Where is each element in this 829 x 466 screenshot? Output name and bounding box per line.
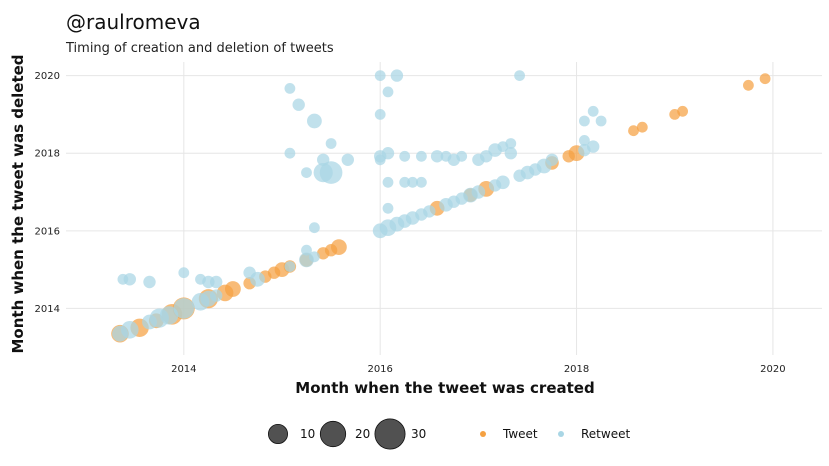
retweet-point: [399, 176, 411, 188]
legend-tweet-label: Tweet: [502, 427, 538, 441]
color-legend: Tweet Retweet: [480, 427, 630, 441]
tweet-point: [331, 239, 347, 256]
retweet-point: [514, 70, 525, 81]
series-retweet: [112, 69, 607, 342]
legend-retweet-label: Retweet: [581, 427, 630, 441]
retweet-point: [301, 244, 312, 256]
y-tick-label: 2020: [35, 71, 60, 82]
x-axis-title: Month when the tweet was created: [295, 379, 594, 397]
retweet-point: [284, 83, 296, 94]
retweet-point: [284, 147, 296, 159]
y-tick-label: 2016: [35, 226, 60, 237]
size-legend-circle: [319, 420, 347, 448]
retweet-point: [210, 289, 223, 302]
retweet-point: [309, 251, 320, 263]
y-tick-label: 2014: [35, 304, 60, 315]
size-legend-label: 10: [300, 427, 315, 441]
chart-subtitle: Timing of creation and deletion of tweet…: [65, 41, 334, 56]
retweet-point: [399, 150, 411, 162]
retweet-point: [390, 69, 404, 82]
size-legend: 10 20 30: [267, 418, 426, 450]
retweet-point: [407, 176, 418, 188]
retweet-point: [121, 321, 139, 339]
size-legend-label: 30: [411, 427, 426, 441]
retweet-point: [416, 176, 427, 188]
retweet-point: [496, 175, 510, 190]
retweet-point: [579, 135, 590, 146]
retweet-point: [382, 86, 394, 98]
tweet-point: [628, 125, 639, 137]
tweet-point: [743, 79, 754, 91]
retweet-point: [178, 267, 190, 279]
retweet-point: [325, 138, 337, 149]
retweet-point: [123, 273, 136, 286]
size-legend-circle: [374, 418, 406, 450]
x-tick-label: 2020: [760, 364, 785, 375]
retweet-point: [382, 202, 394, 214]
legend-tweet-swatch: [480, 431, 486, 437]
legend-retweet-swatch: [558, 431, 564, 437]
retweet-point: [416, 150, 427, 162]
retweet-point: [307, 113, 322, 129]
retweet-point: [159, 306, 179, 325]
x-tick-label: 2014: [171, 364, 196, 375]
retweet-point: [382, 176, 394, 188]
retweet-point: [595, 115, 607, 127]
tweet-point: [636, 121, 648, 133]
retweet-point: [456, 150, 468, 162]
retweet-point: [430, 150, 444, 163]
y-axis-title: Month when the tweet was deleted: [9, 54, 27, 353]
retweet-point: [292, 98, 305, 111]
x-tick-label: 2016: [367, 364, 392, 375]
retweet-point: [471, 185, 486, 199]
retweet-point: [374, 154, 386, 166]
retweet-point: [587, 105, 599, 117]
legend: 10 20 30 Tweet Retweet: [267, 418, 630, 450]
retweet-point: [319, 161, 343, 184]
retweet-point: [301, 167, 312, 179]
retweet-point: [579, 115, 590, 127]
chart-title: @raulromeva: [66, 10, 201, 34]
retweet-point: [587, 140, 600, 153]
retweet-point: [545, 153, 559, 166]
size-legend-circle: [267, 423, 288, 444]
retweet-point: [143, 275, 156, 289]
retweet-point: [505, 138, 517, 149]
retweet-point: [284, 261, 296, 272]
axis-ticks: 2014 2016 2018 2020 2014 2016 2018 2020: [35, 71, 786, 375]
retweet-point: [504, 147, 517, 160]
data-points: [111, 69, 771, 343]
retweet-point: [423, 205, 436, 218]
retweet-point: [243, 266, 256, 279]
y-tick-label: 2018: [35, 149, 60, 160]
retweet-point: [341, 153, 354, 166]
retweet-point: [374, 70, 386, 81]
retweet-point: [381, 147, 395, 160]
retweet-point: [210, 275, 223, 289]
tweet-point: [225, 281, 241, 297]
retweet-point: [173, 298, 195, 319]
tweet-point: [759, 73, 771, 85]
x-tick-label: 2018: [564, 364, 589, 375]
size-legend-label: 20: [355, 427, 370, 441]
retweet-point: [374, 109, 386, 120]
retweet-point: [309, 222, 320, 234]
tweet-point: [677, 105, 688, 117]
